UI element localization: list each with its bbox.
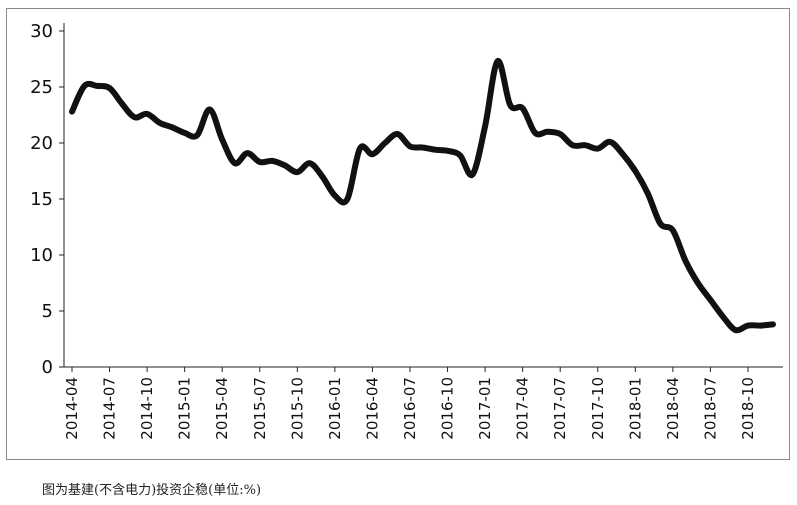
x-tick-label: 2016-04 [363,377,381,440]
y-tick-label: 5 [42,301,53,322]
x-tick-label: 2016-07 [401,377,419,440]
x-tick-label: 2014-07 [101,377,119,440]
x-tick-label: 2017-07 [551,377,569,440]
y-axis: 0 5 10 15 20 25 30 [30,21,65,378]
figure-caption: 图为基建(不含电力)投资企稳(单位:%) [42,483,262,498]
x-tick-label: 2015-07 [251,377,269,440]
x-tick-label: 2016-10 [439,377,457,440]
x-tick-label: 2018-07 [701,377,719,440]
x-axis: 2014-04 2014-07 2014-10 2015-01 2015-04 2015-… [63,366,783,440]
y-tick-label: 25 [30,77,53,98]
x-tick-label: 2015-04 [213,377,231,440]
x-tick-label: 2016-01 [326,377,344,440]
series-line [69,58,776,334]
x-tick-label: 2017-10 [589,377,607,440]
x-tick-label: 2014-10 [138,377,156,440]
chart-frame: 0 5 10 15 20 25 30 2014-04 2014-07 2014-10 2015-0… [6,8,790,460]
y-tick-label: 10 [30,245,53,266]
y-tick-label: 15 [30,189,53,210]
x-tick-label: 2015-10 [288,377,306,440]
x-tick-label: 2015-01 [176,377,194,440]
x-tick-label: 2014-04 [63,377,81,440]
y-tick-label: 20 [30,133,53,154]
x-tick-label: 2018-10 [739,377,757,440]
x-tick-label: 2017-04 [514,377,532,440]
plot-area [69,58,776,334]
x-tick-label: 2018-01 [626,377,644,440]
y-tick-label: 0 [42,357,53,378]
x-tick-label: 2017-01 [476,377,494,440]
y-tick-label: 30 [30,21,53,42]
line-chart: 0 5 10 15 20 25 30 2014-04 2014-07 2014-10 2015-0… [30,21,783,440]
x-tick-label: 2018-04 [664,377,682,440]
